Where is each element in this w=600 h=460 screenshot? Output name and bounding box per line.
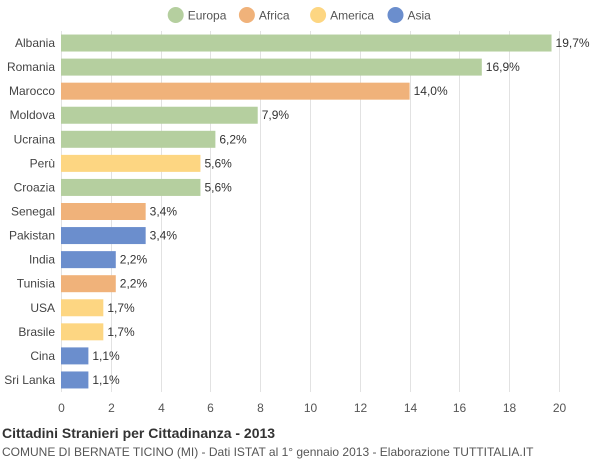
y-tick-label: Sri Lanka (4, 373, 55, 387)
data-label: 3,4% (150, 229, 178, 243)
legend-swatch (310, 7, 327, 23)
legend-swatch (387, 7, 404, 23)
data-label: 5,6% (204, 156, 232, 170)
bar (61, 58, 482, 76)
data-label: 6,2% (219, 132, 247, 146)
y-tick-label: Senegal (11, 205, 55, 219)
y-tick-label: USA (30, 301, 55, 315)
y-tick-label: Perù (30, 156, 55, 170)
y-tick-label: Romania (7, 60, 55, 74)
y-tick-label: Albania (15, 36, 55, 50)
data-label: 1,7% (107, 301, 135, 315)
bar (61, 203, 146, 220)
chart-title: Cittadini Stranieri per Cittadinanza - 2… (2, 425, 276, 441)
bar (61, 299, 104, 317)
x-tick-label: 4 (158, 401, 165, 415)
x-tick-label: 20 (553, 401, 567, 415)
bar (61, 106, 258, 124)
x-tick-label: 16 (453, 401, 467, 415)
data-label: 16,9% (486, 60, 520, 74)
data-label: 1,1% (92, 373, 120, 387)
bar (61, 275, 116, 293)
data-label: 1,7% (107, 325, 135, 339)
bar (61, 371, 89, 389)
x-tick-label: 0 (58, 401, 65, 415)
y-tick-label: Marocco (9, 84, 55, 98)
y-tick-label: Moldova (10, 108, 56, 122)
bar (61, 130, 216, 148)
bar (61, 347, 89, 365)
bar (61, 178, 201, 196)
data-label: 5,6% (204, 180, 232, 194)
legend-label: America (330, 9, 374, 23)
data-label: 3,4% (150, 205, 178, 219)
data-label: 14,0% (414, 84, 448, 98)
legend-label: Africa (259, 9, 290, 23)
x-tick-label: 18 (503, 401, 517, 415)
x-tick-label: 14 (404, 401, 418, 415)
legend-label: Asia (408, 9, 432, 23)
y-tick-label: Pakistan (9, 229, 55, 243)
y-tick-label: Croazia (14, 180, 56, 194)
x-tick-label: 8 (257, 401, 264, 415)
bar (61, 251, 116, 269)
data-label: 1,1% (92, 349, 120, 363)
bar-chart: 0 2 4 6 8 10 12 14 16 18 20 Albania 19,7% Romania 16,9… (4, 7, 590, 415)
y-tick-label: India (29, 253, 55, 267)
y-tick-label: Ucraina (14, 132, 56, 146)
data-label: 19,7% (556, 36, 590, 50)
data-label: 7,9% (262, 108, 290, 122)
chart-source: COMUNE DI BERNATE TICINO (MI) - Dati IST… (2, 445, 534, 459)
x-tick-label: 6 (207, 401, 214, 415)
data-label: 2,2% (120, 253, 148, 267)
bar (61, 82, 410, 100)
legend-swatch (167, 7, 184, 23)
y-tick-label: Cina (30, 349, 55, 363)
x-tick-label: 10 (304, 401, 318, 415)
x-tick-label: 2 (108, 401, 115, 415)
y-tick-label: Brasile (18, 325, 55, 339)
x-tick-label: 12 (354, 401, 368, 415)
bar (61, 323, 104, 341)
data-label: 2,2% (120, 277, 148, 291)
y-tick-label: Tunisia (17, 277, 56, 291)
bar (61, 154, 201, 172)
bar (61, 34, 552, 52)
bar (61, 227, 146, 245)
legend-swatch (238, 7, 255, 23)
legend-label: Europa (188, 9, 227, 23)
